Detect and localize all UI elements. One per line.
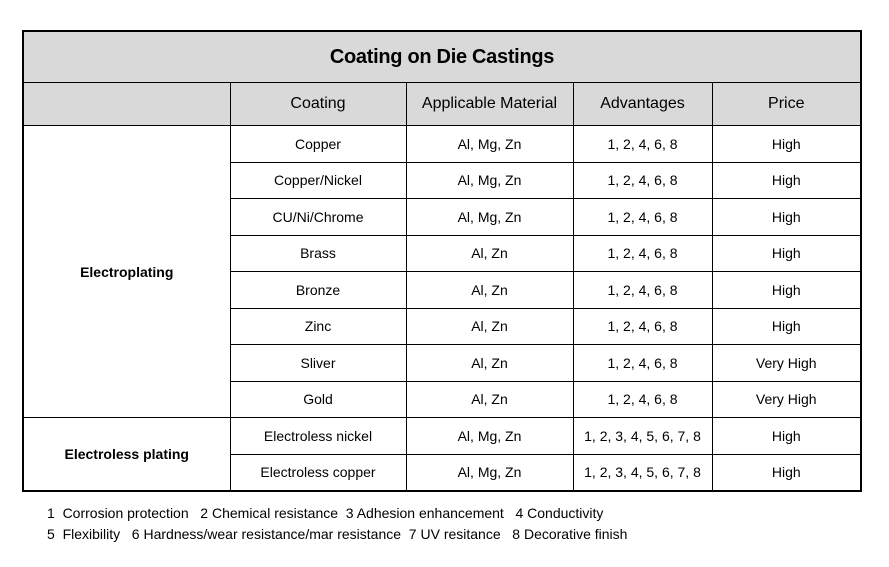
table-title: Coating on Die Castings: [22, 30, 862, 83]
table-row: Electroless plating Electroless nickel Al,…: [22, 417, 862, 492]
header-material: Applicable Material: [405, 82, 574, 126]
header-coating: Coating: [229, 82, 407, 126]
price-cell: High: [711, 271, 862, 309]
price-cell: High: [711, 234, 862, 272]
price-cell: High: [711, 417, 862, 455]
coating-cell: Sliver: [229, 344, 407, 382]
coating-cell: CU/Ni/Chrome: [229, 198, 407, 236]
price-cell: High: [711, 161, 862, 199]
header-row: Coating Applicable Material Advantages P…: [22, 82, 862, 126]
group-label: Electroless plating: [22, 417, 231, 492]
price-cell: High: [711, 198, 862, 236]
table-row: Sliver Al, Zn 1, 2, 4, 6, 8 Very High: [23, 344, 862, 382]
material-cell: Al, Zn: [405, 307, 574, 345]
material-cell: Al, Mg, Zn: [405, 161, 574, 199]
material-cell: Al, Mg, Zn: [405, 125, 574, 163]
coating-cell: Zinc: [229, 307, 407, 345]
material-cell: Al, Mg, Zn: [405, 417, 574, 455]
price-cell: Very High: [711, 380, 862, 418]
advantages-cell: 1, 2, 3, 4, 5, 6, 7, 8: [572, 453, 713, 492]
advantages-cell: 1, 2, 4, 6, 8: [572, 344, 713, 382]
material-cell: Al, Mg, Zn: [405, 198, 574, 236]
advantages-cell: 1, 2, 4, 6, 8: [572, 125, 713, 163]
material-cell: Al, Zn: [405, 380, 574, 418]
price-cell: High: [711, 453, 862, 492]
legend-line-2: 5 Flexibility 6 Hardness/wear resistance…: [47, 526, 628, 542]
table-row: Copper/Nickel Al, Mg, Zn 1, 2, 4, 6, 8 High: [23, 161, 862, 199]
material-cell: Al, Mg, Zn: [405, 453, 574, 492]
legend-line-1: 1 Corrosion protection 2 Chemical resist…: [47, 505, 604, 521]
table-title-row: Coating on Die Castings: [22, 30, 862, 83]
coating-cell: Electroless nickel: [229, 417, 407, 455]
advantages-cell: 1, 2, 4, 6, 8: [572, 380, 713, 418]
coating-cell: Copper: [229, 125, 407, 163]
header-advantages: Advantages: [572, 82, 713, 126]
header-group: [22, 82, 231, 126]
advantages-cell: 1, 2, 4, 6, 8: [572, 198, 713, 236]
coating-cell: Electroless copper: [229, 453, 407, 492]
advantages-cell: 1, 2, 3, 4, 5, 6, 7, 8: [572, 417, 713, 455]
material-cell: Al, Zn: [405, 271, 574, 309]
coating-cell: Brass: [229, 234, 407, 272]
price-cell: High: [711, 307, 862, 345]
material-cell: Al, Zn: [405, 234, 574, 272]
table-row: Bronze Al, Zn 1, 2, 4, 6, 8 High: [23, 271, 862, 309]
table-body: Electroplating Copper Al, Mg, Zn 1, 2, 4, 6…: [22, 125, 862, 492]
coating-cell: Copper/Nickel: [229, 161, 407, 199]
price-cell: Very High: [711, 344, 862, 382]
coating-table: Coating on Die Castings Coating Applicab…: [22, 30, 862, 492]
price-cell: High: [711, 125, 862, 163]
table-row: Electroless copper Al, Mg, Zn 1, 2, 3, 4, …: [23, 453, 862, 492]
table-row: Brass Al, Zn 1, 2, 4, 6, 8 High: [23, 234, 862, 272]
table-row: Electroplating Copper Al, Mg, Zn 1, 2, 4, 6…: [22, 125, 862, 418]
table-row: CU/Ni/Chrome Al, Mg, Zn 1, 2, 4, 6, 8 High: [23, 198, 862, 236]
coating-cell: Bronze: [229, 271, 407, 309]
advantages-cell: 1, 2, 4, 6, 8: [572, 271, 713, 309]
coating-cell: Gold: [229, 380, 407, 418]
advantages-cell: 1, 2, 4, 6, 8: [572, 161, 713, 199]
group-label: Electroplating: [22, 125, 231, 418]
table-row: Zinc Al, Zn 1, 2, 4, 6, 8 High: [23, 307, 862, 345]
advantages-cell: 1, 2, 4, 6, 8: [572, 307, 713, 345]
material-cell: Al, Zn: [405, 344, 574, 382]
advantages-cell: 1, 2, 4, 6, 8: [572, 234, 713, 272]
header-price: Price: [711, 82, 862, 126]
table-row: Gold Al, Zn 1, 2, 4, 6, 8 Very High: [23, 380, 862, 418]
